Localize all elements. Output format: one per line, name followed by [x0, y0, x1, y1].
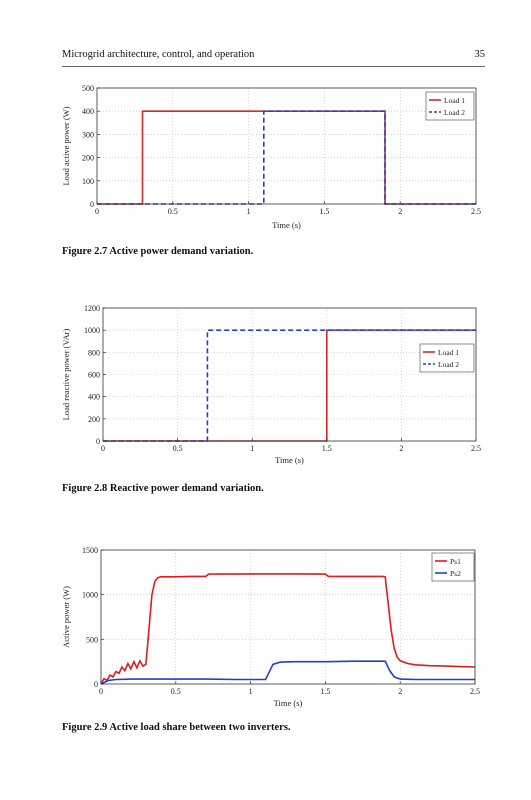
legend-label: Load 1 — [444, 96, 465, 105]
running-header-title: Microgrid architecture, control, and ope… — [62, 49, 255, 60]
x-tick-label: 1 — [250, 444, 254, 453]
running-header: Microgrid architecture, control, and ope… — [62, 49, 485, 65]
header-rule — [62, 66, 485, 67]
y-tick-label: 200 — [82, 154, 94, 163]
x-tick-label: 2 — [398, 687, 402, 696]
x-tick-label: 0 — [101, 444, 105, 453]
x-tick-label: 1.5 — [322, 444, 332, 453]
y-tick-label: 200 — [88, 415, 100, 424]
chart-active-load-share: 0 0.5 1 1.5 2 2.5 0 500 1000 1500 Time (s) Active p… — [61, 546, 480, 708]
x-axis-label: Time (s) — [274, 698, 303, 708]
legend-box — [425, 91, 475, 121]
figure-caption-2-8: Figure 2.8 Reactive power demand variati… — [62, 483, 264, 494]
x-tick-label: 2 — [399, 444, 403, 453]
series-line-ps2 — [100, 660, 475, 685]
y-tick-label: 1000 — [82, 591, 98, 600]
y-tick-label: 500 — [82, 84, 94, 93]
y-tick-label: 500 — [86, 635, 98, 644]
x-tick-label: 2.5 — [471, 207, 481, 216]
x-tick-label: 2.5 — [471, 444, 481, 453]
legend-label: Load 2 — [438, 360, 459, 369]
y-tick-label: 0 — [90, 200, 94, 209]
x-tick-label: 0 — [95, 207, 99, 216]
x-tick-label: 1 — [247, 207, 251, 216]
y-tick-label: 400 — [88, 393, 100, 402]
legend-label: Load 1 — [438, 348, 459, 357]
x-tick-label: 1.5 — [319, 207, 329, 216]
x-axis-label: Time (s) — [275, 455, 304, 465]
legend-box — [431, 552, 475, 582]
chart-reactive-power-demand: 0 0.5 1 1.5 2 2.5 0 200 400 600 800 1000 1200 Time (s… — [61, 304, 481, 465]
x-tick-label: 0.5 — [171, 687, 181, 696]
x-tick-label: 0.5 — [168, 207, 178, 216]
figure-caption-2-7: Figure 2.7 Active power demand variation… — [62, 246, 254, 257]
x-axis-label: Time (s) — [272, 220, 301, 230]
y-tick-label: 1000 — [84, 326, 100, 335]
y-axis-label: Load active power (W) — [61, 106, 71, 185]
x-tick-label: 0.5 — [173, 444, 183, 453]
legend-box — [419, 343, 475, 373]
legend-label: Ps1 — [450, 557, 461, 566]
y-tick-label: 400 — [82, 107, 94, 116]
y-tick-label: 600 — [88, 371, 100, 380]
y-tick-label: 100 — [82, 177, 94, 186]
plot-frame — [100, 549, 476, 685]
y-tick-label: 800 — [88, 348, 100, 357]
y-tick-label: 300 — [82, 130, 94, 139]
y-axis-label: Active power (W) — [61, 586, 71, 648]
x-tick-label: 1 — [249, 687, 253, 696]
legend-label: Ps2 — [450, 569, 461, 578]
y-tick-label: 1500 — [82, 546, 98, 555]
x-tick-label: 0 — [99, 687, 103, 696]
y-tick-label: 1200 — [84, 304, 100, 313]
plot-frame — [96, 87, 477, 205]
y-axis-label: Load reactive power (VAr) — [61, 329, 71, 421]
series-line-ps1 — [100, 573, 476, 685]
x-tick-label: 2.5 — [470, 687, 480, 696]
y-tick-label: 0 — [96, 437, 100, 446]
legend-label: Load 2 — [444, 108, 465, 117]
y-tick-label: 0 — [94, 680, 98, 689]
x-tick-label: 1.5 — [320, 687, 330, 696]
figure-caption-2-9: Figure 2.9 Active load share between two… — [62, 722, 291, 733]
x-tick-label: 2 — [398, 207, 402, 216]
chart-active-power-demand: 0 0.5 1 1.5 2 2.5 0 100 200 300 400 500 Time (s) Load… — [61, 84, 481, 230]
page-number: 35 — [474, 49, 486, 60]
